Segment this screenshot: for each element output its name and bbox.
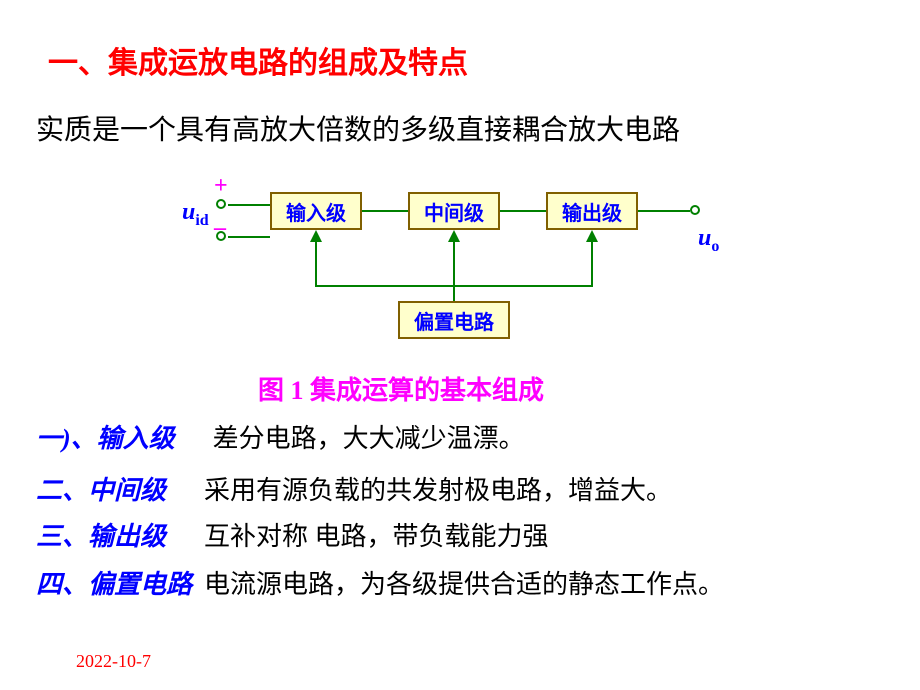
section-label: 三、输出级 bbox=[36, 516, 166, 553]
wire bbox=[228, 236, 270, 238]
section-label: 一)、输入级 bbox=[36, 418, 175, 455]
section-bias: 四、偏置电路 电流源电路，为各级提供合适的静态工作点。 bbox=[36, 564, 724, 601]
arrow-icon bbox=[448, 230, 460, 242]
wire bbox=[228, 204, 270, 206]
terminal-out bbox=[690, 205, 700, 215]
wire bbox=[500, 210, 546, 212]
wire bbox=[453, 285, 455, 301]
page-subtitle: 实质是一个具有高放大倍数的多级直接耦合放大电路 bbox=[36, 108, 680, 148]
block-output: 输出级 bbox=[546, 192, 638, 230]
footer-date: 2022-10-7 bbox=[76, 651, 151, 672]
arrow-icon bbox=[310, 230, 322, 242]
section-text: 互补对称 电路，带负载能力强 bbox=[204, 516, 549, 553]
section-middle: 二、中间级 采用有源负载的共发射极电路，增益大。 bbox=[36, 470, 672, 507]
figure-caption: 图 1 集成运算的基本组成 bbox=[258, 370, 544, 407]
section-text: 电流源电路，为各级提供合适的静态工作点。 bbox=[204, 564, 724, 601]
label-plus: + bbox=[214, 173, 228, 200]
block-middle: 中间级 bbox=[408, 192, 500, 230]
arrow-icon bbox=[586, 230, 598, 242]
wire bbox=[453, 241, 455, 287]
wire bbox=[362, 210, 408, 212]
section-label: 四、偏置电路 bbox=[36, 564, 192, 601]
label-uid: uid bbox=[182, 199, 209, 230]
wire bbox=[315, 241, 317, 287]
block-input: 输入级 bbox=[270, 192, 362, 230]
label-uo: uo bbox=[698, 225, 719, 256]
block-bias: 偏置电路 bbox=[398, 301, 510, 339]
section-input: 一)、输入级 差分电路，大大减少温漂。 bbox=[36, 418, 525, 455]
section-label: 二、中间级 bbox=[36, 470, 166, 507]
label-minus: – bbox=[214, 215, 226, 242]
wire bbox=[591, 241, 593, 287]
section-text: 采用有源负载的共发射极电路，增益大。 bbox=[204, 470, 672, 507]
page-title: 一、集成运放电路的组成及特点 bbox=[48, 38, 468, 82]
block-diagram: + – uid 输入级 中间级 输出级 uo 偏置电路 bbox=[180, 175, 740, 375]
wire bbox=[638, 210, 690, 212]
section-text: 差分电路，大大减少温漂。 bbox=[213, 418, 525, 455]
terminal-in-top bbox=[216, 199, 226, 209]
section-output: 三、输出级 互补对称 电路，带负载能力强 bbox=[36, 516, 549, 553]
